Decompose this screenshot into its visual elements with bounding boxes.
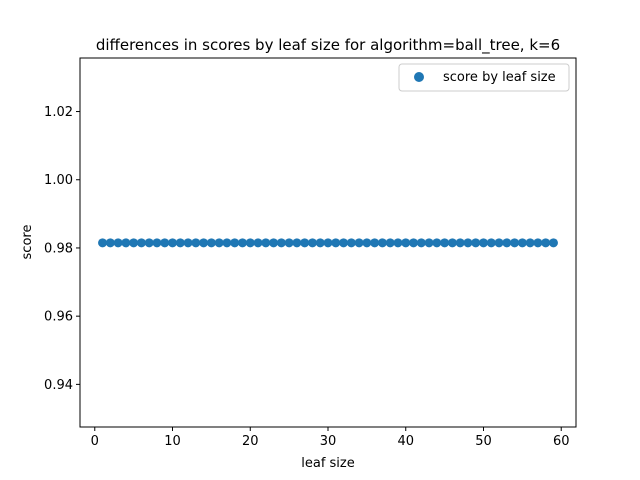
data-point <box>502 238 512 248</box>
data-point <box>214 238 224 248</box>
y-axis-label: score <box>20 225 35 260</box>
data-point <box>222 238 232 248</box>
data-point <box>237 238 247 248</box>
data-point <box>276 238 286 248</box>
data-point <box>160 238 170 248</box>
data-point <box>191 238 201 248</box>
data-point <box>377 238 387 248</box>
data-point <box>175 238 185 248</box>
data-point <box>168 238 178 248</box>
data-point <box>541 238 551 248</box>
data-point <box>98 238 108 248</box>
x-tick-label: 40 <box>397 434 414 449</box>
data-point <box>440 238 450 248</box>
data-point <box>409 238 419 248</box>
data-point <box>393 238 403 248</box>
data-point <box>339 238 349 248</box>
x-tick-label: 20 <box>242 434 259 449</box>
data-point <box>432 238 442 248</box>
x-axis-label: leaf size <box>301 456 355 471</box>
legend-label: score by leaf size <box>443 70 556 85</box>
x-tick-label: 60 <box>553 434 570 449</box>
data-point <box>300 238 310 248</box>
data-point <box>525 238 535 248</box>
y-tick-label: 1.02 <box>44 105 73 120</box>
data-point <box>548 238 558 248</box>
y-axis-ticks: 0.94 0.96 0.98 1.00 1.02 <box>44 105 80 393</box>
data-point <box>401 238 411 248</box>
data-point <box>261 238 271 248</box>
x-tick-label: 10 <box>164 434 181 449</box>
data-point <box>533 238 543 248</box>
data-point <box>121 238 131 248</box>
data-point <box>323 238 333 248</box>
data-point <box>245 238 255 248</box>
x-tick-label: 30 <box>320 434 337 449</box>
legend-box <box>398 63 570 92</box>
data-point <box>269 238 279 248</box>
data-point <box>136 238 146 248</box>
data-points <box>98 238 558 248</box>
data-point <box>307 238 317 248</box>
data-point <box>416 238 426 248</box>
data-point <box>315 238 325 248</box>
data-point <box>199 238 209 248</box>
data-point <box>292 238 302 248</box>
data-point <box>113 238 123 248</box>
data-point <box>362 238 372 248</box>
data-point <box>510 238 520 248</box>
y-tick-label: 1.00 <box>44 173 73 188</box>
data-point <box>105 238 115 248</box>
data-point <box>144 238 154 248</box>
x-axis-ticks: 0 10 20 30 40 50 60 <box>91 427 570 449</box>
x-tick-label: 0 <box>91 434 99 449</box>
data-point <box>424 238 434 248</box>
legend-marker <box>414 72 424 82</box>
data-point <box>354 238 364 248</box>
data-point <box>206 238 216 248</box>
data-point <box>230 238 240 248</box>
y-tick-label: 0.94 <box>44 378 73 393</box>
legend: score by leaf size <box>398 63 570 92</box>
data-point <box>471 238 481 248</box>
chart-title: differences in scores by leaf size for a… <box>96 36 560 55</box>
x-tick-label: 50 <box>475 434 492 449</box>
data-point <box>463 238 473 248</box>
y-tick-label: 0.98 <box>44 241 73 256</box>
data-point <box>152 238 162 248</box>
data-point <box>478 238 488 248</box>
data-point <box>517 238 527 248</box>
data-point <box>447 238 457 248</box>
data-point <box>183 238 193 248</box>
data-point <box>385 238 395 248</box>
data-point <box>284 238 294 248</box>
y-tick-label: 0.96 <box>44 310 73 325</box>
data-point <box>331 238 341 248</box>
data-point <box>129 238 139 248</box>
data-point <box>253 238 263 248</box>
data-point <box>346 238 356 248</box>
data-point <box>494 238 504 248</box>
data-point <box>486 238 496 248</box>
data-point <box>455 238 465 248</box>
data-point <box>370 238 380 248</box>
